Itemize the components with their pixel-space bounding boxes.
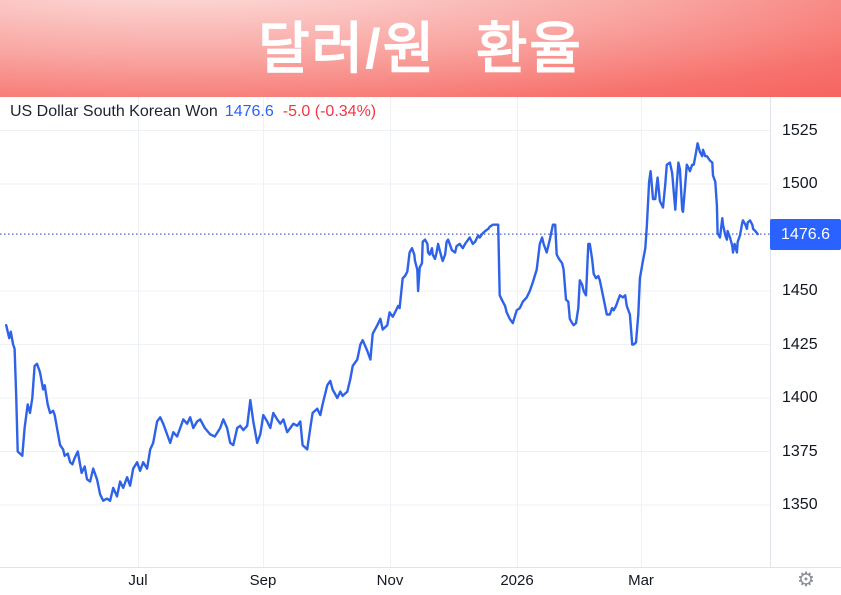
y-axis-tick-label: 1500 xyxy=(782,175,818,192)
symbol-name: US Dollar South Korean Won xyxy=(10,103,218,120)
y-axis-tick-label: 1525 xyxy=(782,122,818,139)
symbol-last-price: 1476.6 xyxy=(224,103,274,120)
chart-header: US Dollar South Korean Won 1476.6 -5.0 (-0… xyxy=(10,103,376,121)
y-axis-tick-label: 1425 xyxy=(782,336,818,353)
chart-svg[interactable] xyxy=(0,97,841,595)
exchange-rate-chart: US Dollar South Korean Won 1476.6 -5.0 (-0… xyxy=(0,97,841,595)
settings-gear-icon[interactable]: ⚙ xyxy=(797,569,815,591)
x-axis-tick-label: 2026 xyxy=(500,572,534,589)
y-axis-tick-label: 1450 xyxy=(782,282,818,299)
x-axis-tick-label: Jul xyxy=(128,572,148,589)
title-banner: 달러/원 환율 xyxy=(0,0,841,97)
page-title: 달러/원 환율 xyxy=(258,16,583,80)
current-price-badge: 1476.6 xyxy=(770,219,841,250)
x-axis-tick-label: Mar xyxy=(628,572,654,589)
x-axis-tick-label: Sep xyxy=(249,572,277,589)
y-axis-tick-label: 1350 xyxy=(782,496,818,513)
symbol-change: -5.0 (-0.34%) xyxy=(282,103,377,120)
y-axis-tick-label: 1375 xyxy=(782,443,818,460)
x-axis-tick-label: Nov xyxy=(376,572,404,589)
y-axis-tick-label: 1400 xyxy=(782,389,818,406)
